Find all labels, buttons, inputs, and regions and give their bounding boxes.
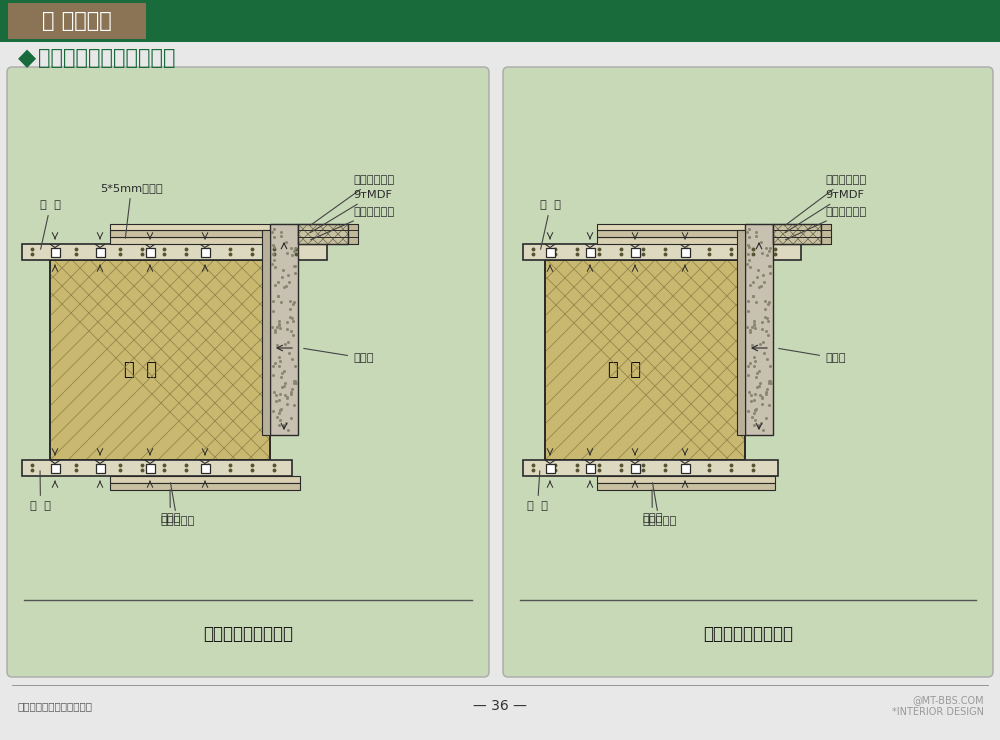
Bar	[546, 247, 554, 257]
Bar	[22, 244, 327, 260]
Bar	[523, 460, 778, 476]
Text: 内芯料填充层: 内芯料填充层	[786, 207, 866, 240]
Bar	[597, 224, 801, 230]
Bar	[597, 476, 775, 483]
Text: 5*5mm工艺缝: 5*5mm工艺缝	[100, 183, 163, 238]
Bar	[110, 224, 327, 230]
Text: 木门套与石材收口二: 木门套与石材收口二	[203, 625, 293, 643]
Text: 门套线: 门套线	[642, 490, 663, 523]
Text: *INTERIOR DESIGN: *INTERIOR DESIGN	[892, 707, 984, 717]
Bar	[8, 3, 146, 39]
Text: — 36 —: — 36 —	[473, 699, 527, 713]
Text: 木门套与各种介质的收口: 木门套与各种介质的收口	[38, 48, 176, 68]
Text: 9ᴛMDF: 9ᴛMDF	[785, 190, 864, 232]
FancyBboxPatch shape	[7, 67, 489, 677]
Text: @MT-BBS.COM: @MT-BBS.COM	[912, 695, 984, 705]
Bar	[262, 230, 270, 435]
Bar	[348, 224, 358, 244]
Text: 墙  体: 墙 体	[608, 361, 642, 379]
Bar	[523, 244, 801, 260]
Text: 墙  体: 墙 体	[124, 361, 156, 379]
Text: 木 门（套）: 木 门（套）	[42, 11, 112, 31]
Bar	[200, 247, 210, 257]
Text: 9ᴛMDF: 9ᴛMDF	[310, 190, 392, 232]
Bar	[546, 463, 554, 473]
Bar	[773, 224, 821, 244]
Bar	[586, 247, 594, 257]
Bar	[773, 224, 821, 244]
Bar	[146, 247, 154, 257]
Bar	[298, 224, 348, 244]
Text: 木工板基层: 木工板基层	[160, 482, 194, 526]
Text: 侧门框: 侧门框	[304, 349, 374, 363]
Bar	[50, 260, 270, 460]
Bar	[821, 224, 831, 244]
Bar	[0, 0, 1000, 42]
Bar	[110, 483, 300, 490]
Bar	[96, 463, 104, 473]
Bar	[298, 224, 348, 244]
Text: 【内部资料，请勿外传！】: 【内部资料，请勿外传！】	[18, 701, 93, 711]
Bar	[96, 247, 104, 257]
Bar	[737, 230, 745, 435]
Text: 木门套与石材收口三: 木门套与石材收口三	[703, 625, 793, 643]
Bar	[50, 463, 60, 473]
Text: 木饰面涂装层: 木饰面涂装层	[310, 175, 394, 226]
Text: 侧门框: 侧门框	[779, 349, 846, 363]
Text: 石  材: 石 材	[527, 471, 548, 511]
Text: 内芯料填充层: 内芯料填充层	[311, 207, 394, 240]
Bar	[270, 224, 298, 435]
Bar	[146, 463, 154, 473]
Text: 木饰面涂装层: 木饰面涂装层	[785, 175, 866, 226]
Bar	[745, 224, 773, 435]
Bar	[22, 460, 292, 476]
Bar	[597, 237, 801, 244]
Bar	[110, 237, 327, 244]
Bar	[680, 247, 690, 257]
Bar	[586, 463, 594, 473]
Bar	[597, 483, 775, 490]
Text: ◆: ◆	[18, 46, 36, 70]
Bar	[110, 230, 327, 237]
FancyBboxPatch shape	[503, 67, 993, 677]
Text: 石  材: 石 材	[40, 200, 61, 249]
Bar	[110, 476, 300, 483]
Bar	[631, 463, 640, 473]
Bar	[200, 463, 210, 473]
Bar	[597, 230, 801, 237]
Text: 石  材: 石 材	[540, 200, 561, 249]
Bar	[545, 260, 745, 460]
Bar	[545, 260, 745, 460]
Text: 门套线: 门套线	[160, 490, 181, 523]
Bar	[680, 463, 690, 473]
Text: 木工板基层: 木工板基层	[642, 482, 676, 526]
Bar	[50, 247, 60, 257]
Bar	[50, 260, 270, 460]
Bar	[631, 247, 640, 257]
Text: 石  材: 石 材	[30, 471, 51, 511]
